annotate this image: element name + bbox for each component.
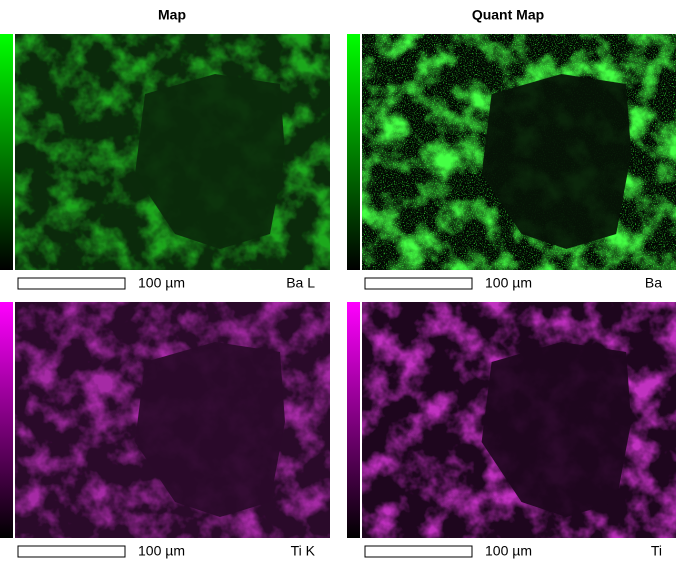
scale-label: 100 µm bbox=[138, 543, 185, 559]
column-title: Quant Map bbox=[472, 7, 544, 23]
element-label: Ti bbox=[651, 543, 662, 559]
element-label: Ba bbox=[645, 275, 662, 291]
color-bar bbox=[347, 302, 360, 538]
element-map bbox=[362, 34, 676, 270]
element-map bbox=[362, 302, 676, 538]
element-label: Ti K bbox=[291, 543, 316, 559]
grain bbox=[481, 74, 632, 249]
scale-bar bbox=[17, 545, 126, 558]
element-map bbox=[15, 34, 330, 270]
scale-bar bbox=[364, 545, 473, 558]
element-map bbox=[15, 302, 330, 538]
scale-label: 100 µm bbox=[138, 275, 185, 291]
color-bar bbox=[0, 302, 13, 538]
column-title: Map bbox=[158, 7, 186, 23]
color-bar bbox=[0, 34, 13, 270]
panels: 100 µm Ba L 100 µm Ba 100 µm Ti K 100 µm Ti bbox=[0, 34, 676, 559]
scale-label: 100 µm bbox=[485, 275, 532, 291]
color-bar bbox=[347, 34, 360, 270]
element-label: Ba L bbox=[286, 275, 315, 291]
grain bbox=[135, 342, 285, 517]
grain bbox=[135, 74, 285, 249]
scale-label: 100 µm bbox=[485, 543, 532, 559]
scale-bar bbox=[17, 277, 126, 290]
grain bbox=[481, 342, 632, 517]
scale-bar bbox=[364, 277, 473, 290]
